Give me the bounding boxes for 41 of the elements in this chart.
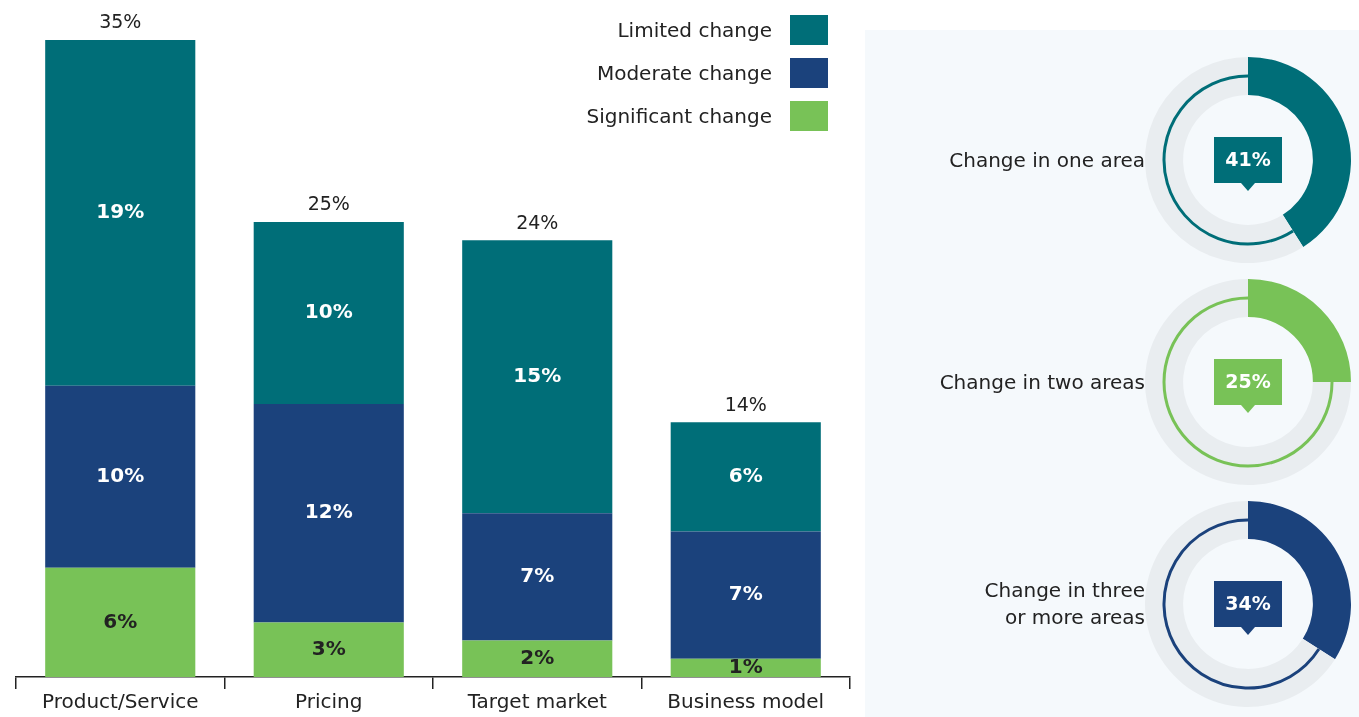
data-label: 1%	[728, 654, 763, 679]
total-label: 25%	[307, 192, 350, 215]
bar	[253, 222, 404, 404]
bar	[253, 404, 404, 623]
data-label: 6%	[103, 608, 138, 633]
text: Change in two areas	[938, 368, 1145, 396]
bar	[670, 422, 821, 532]
bar	[45, 567, 196, 677]
legend-label: Moderate change	[596, 61, 772, 85]
legend-label: Significant change	[586, 104, 772, 128]
data-label: 7%	[728, 581, 763, 606]
data-label: 15%	[513, 362, 562, 387]
data-label: 2%	[520, 645, 555, 669]
bar	[670, 658, 821, 677]
x-tick-label: Pricing	[295, 689, 363, 714]
data-label: 6%	[728, 463, 763, 487]
legend-label: Limited change	[617, 18, 772, 42]
data-label: 12%	[304, 499, 353, 524]
data-label: 41%	[1225, 147, 1271, 170]
text: Change in one area	[948, 146, 1145, 174]
data-label: 25%	[1225, 369, 1271, 392]
x-tick-label: Business model	[667, 689, 825, 714]
data-label: 10%	[96, 463, 145, 487]
total-label: 35%	[99, 10, 142, 33]
data-label: 3%	[311, 635, 346, 660]
bar	[670, 531, 821, 659]
data-label: 34%	[1225, 591, 1271, 614]
bar	[45, 385, 196, 568]
bar	[462, 240, 613, 514]
x-tick-label: Target market	[466, 689, 608, 714]
data-label: 19%	[96, 199, 145, 224]
bar	[462, 640, 613, 677]
x-tick-label: Product/Service	[41, 689, 199, 714]
data-label: 7%	[520, 563, 555, 588]
total-label: 24%	[516, 210, 559, 233]
bar	[253, 622, 404, 677]
total-label: 14%	[724, 392, 767, 415]
bar	[462, 513, 613, 641]
text: Change in three or more areas	[983, 577, 1145, 631]
bar	[45, 40, 196, 386]
data-label: 10%	[304, 299, 353, 324]
